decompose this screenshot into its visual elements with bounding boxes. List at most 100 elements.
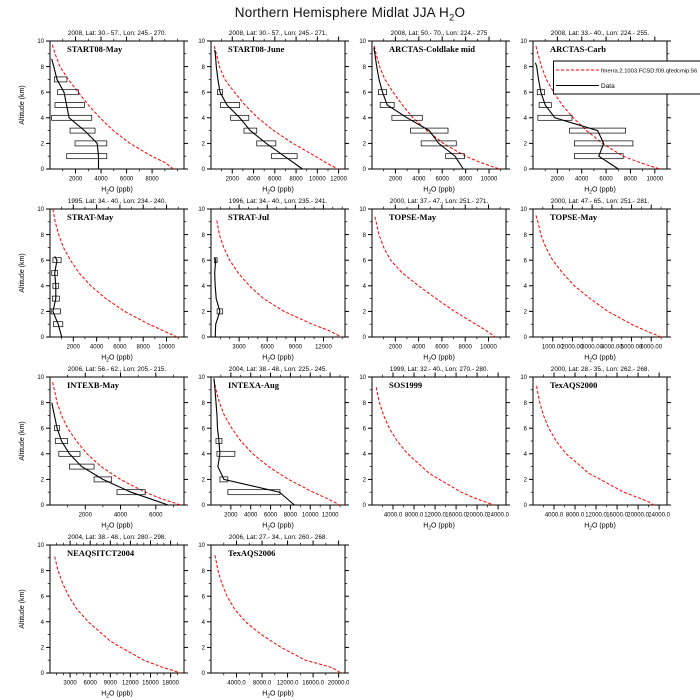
x-tick-label: 6000 xyxy=(268,177,282,183)
x-axis-title: H2O (ppb) xyxy=(584,355,616,364)
x-tick-label: 12000.0 xyxy=(585,513,607,519)
error-box xyxy=(58,450,81,457)
y-tick-label: 4 xyxy=(41,620,45,626)
panel-header: 2004, Lat: 38.- 48., Lon: 225.- 245. xyxy=(229,366,328,373)
panel-header: 2008, Lat: 33.- 40., Lon: 224.- 255. xyxy=(551,30,650,37)
x-tick-label: 2000 xyxy=(389,345,403,351)
y-tick-label: 10 xyxy=(520,39,527,45)
panel-neaqsitct2004-12: 0 2 4 6 8 10 3000 6000 9000 12000 15000 18000 2004, … xyxy=(19,534,188,699)
plot-frame xyxy=(371,376,507,506)
x-tick-label: 9000 xyxy=(104,681,118,687)
x-tick-label: 16000.0 xyxy=(445,513,467,519)
y-tick-label: 10 xyxy=(359,39,366,45)
y-tick-label: 8 xyxy=(202,233,206,239)
error-box xyxy=(74,140,108,147)
y-tick-label: 0 xyxy=(363,335,367,341)
data-line xyxy=(51,58,100,169)
panel-label: SOS1999 xyxy=(389,380,422,390)
data-line xyxy=(373,47,464,170)
y-tick-label: 6 xyxy=(202,594,206,600)
x-tick-label: 20000.0 xyxy=(466,513,488,519)
x-tick-label: 6000 xyxy=(113,345,127,351)
y-tick-label: 4 xyxy=(202,284,206,290)
y-tick-label: 0 xyxy=(41,671,45,677)
error-box xyxy=(378,89,387,96)
x-axis-title: H2O (ppb) xyxy=(262,523,294,532)
y-tick-label: 10 xyxy=(37,375,44,381)
panel-header: 1995, Lat: 34.- 40., Lon: 234.- 240. xyxy=(68,198,167,205)
y-tick-label: 4 xyxy=(524,116,528,122)
axes: 0 2 4 6 8 10 2000 4000 6000 8000 10000 xyxy=(359,36,510,183)
panel-label: TexAQS2006 xyxy=(228,548,275,558)
plot-frame xyxy=(532,376,668,506)
panel-sos1999-10: 0 2 4 6 8 10 4000.0 8000.0 12000.0 16000.0 20000.0… xyxy=(359,366,510,531)
x-tick-label: 12000 xyxy=(315,345,332,351)
x-tick-label: 12000 xyxy=(122,681,139,687)
x-tick-label: 2000 xyxy=(69,177,83,183)
y-tick-label: 4 xyxy=(524,284,528,290)
data-line xyxy=(51,402,169,506)
model-line xyxy=(214,555,341,674)
error-box xyxy=(53,321,64,328)
panel-header: 2004, Lat: 38.- 48., Lon: 280.- 298. xyxy=(68,534,167,541)
panel-header: 2006, Lat: 27.- 34., Lon: 260.- 268. xyxy=(229,534,328,541)
error-box xyxy=(574,140,634,147)
y-tick-label: 6 xyxy=(363,426,367,432)
error-box xyxy=(216,308,224,315)
x-tick-label: 6000.00 xyxy=(640,345,662,351)
panel-start08-may-0: 0 2 4 6 8 10 2000 4000 6000 8000 2008, Lat: 30.- 5… xyxy=(19,30,188,195)
panel-header: 1996, Lat: 34.- 40., Lon: 235.- 241. xyxy=(229,198,328,205)
y-tick-label: 2 xyxy=(524,310,528,316)
y-tick-label: 10 xyxy=(198,207,205,213)
x-axis-title: H2O (ppb) xyxy=(423,523,455,532)
x-axis-title: H2O (ppb) xyxy=(584,523,616,532)
axes: 0 2 4 6 8 10 4000.0 8000.0 12000.0 16000.0 20000.0… xyxy=(359,372,510,519)
x-tick-label: 6000 xyxy=(264,513,278,519)
x-tick-label: 8000.0 xyxy=(566,513,585,519)
legend-data-label: Data xyxy=(601,83,615,90)
x-tick-label: 10000 xyxy=(158,345,175,351)
y-tick-label: 6 xyxy=(41,258,45,264)
error-box xyxy=(391,114,423,121)
x-axis-title: H2O (ppb) xyxy=(262,187,294,196)
y-tick-label: 8 xyxy=(524,65,528,71)
error-box xyxy=(420,140,457,147)
axes: 0 2 4 6 8 10 2000 4000 6000 8000 10000 12000 xyxy=(198,372,349,519)
y-tick-label: 6 xyxy=(41,594,45,600)
y-tick-label: 2 xyxy=(202,646,206,652)
x-tick-label: 8000.0 xyxy=(253,681,272,687)
y-tick-label: 8 xyxy=(202,65,206,71)
panel-header: 2000, Lat: 37.- 47., Lon: 251.- 271. xyxy=(390,198,489,205)
x-tick-label: 6000 xyxy=(435,345,449,351)
x-axis-title: H2O (ppb) xyxy=(262,691,294,700)
y-tick-label: 4 xyxy=(202,620,206,626)
x-tick-label: 16000.0 xyxy=(606,513,628,519)
y-tick-label: 2 xyxy=(202,310,206,316)
plot-frame xyxy=(49,376,185,506)
panel-header: 1999, Lat: 32.- 40., Lon: 270.- 280. xyxy=(390,366,489,373)
axes: 0 2 4 6 8 10 2000 4000 6000 8000 10000 xyxy=(520,36,671,183)
y-tick-label: 8 xyxy=(363,233,367,239)
x-tick-label: 12000.0 xyxy=(424,513,446,519)
plot-frame xyxy=(371,40,507,170)
x-tick-label: 3000.00 xyxy=(581,345,603,351)
axes: 0 2 4 6 8 10 3000 6000 9000 12000 xyxy=(198,204,349,351)
x-tick-label: 8000 xyxy=(145,177,159,183)
panel-label: NEAQSITCT2004 xyxy=(67,548,135,558)
model-line xyxy=(213,45,338,170)
panel-arctas-carb-3: 0 2 4 6 8 10 2000 4000 6000 8000 10000 2008, Lat: 3… xyxy=(520,30,671,195)
panel-texaqs2000-11: 0 2 4 6 8 10 4000.0 8000.0 12000.0 16000.0 20000.0… xyxy=(520,366,671,531)
x-tick-label: 9000 xyxy=(289,345,303,351)
x-axis-title: H2O (ppb) xyxy=(101,187,133,196)
x-tick-label: 2000.00 xyxy=(562,345,584,351)
model-line xyxy=(535,45,660,170)
x-tick-label: 8000 xyxy=(624,177,638,183)
x-tick-label: 1000.00 xyxy=(542,345,564,351)
data-line xyxy=(534,62,619,170)
y-tick-label: 10 xyxy=(520,207,527,213)
error-box xyxy=(54,438,68,444)
plot-frame xyxy=(49,208,185,338)
x-axis-title: H2O (ppb) xyxy=(584,187,616,196)
y-tick-label: 10 xyxy=(37,207,44,213)
